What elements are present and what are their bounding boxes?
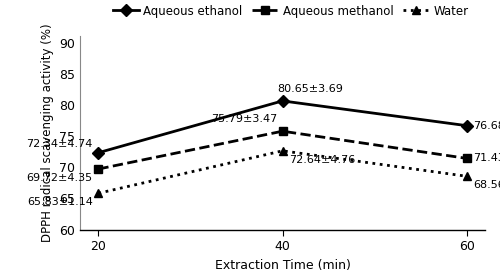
Water: [96, 192, 102, 195]
Text: 68.56±1.18: 68.56±1.18: [474, 180, 500, 190]
Text: 76.68±2.02: 76.68±2.02: [474, 121, 500, 131]
Aqueous methanol: [280, 130, 285, 133]
Text: 71.43±1.89: 71.43±1.89: [474, 153, 500, 163]
X-axis label: Extraction Time (min): Extraction Time (min): [214, 258, 350, 272]
Text: 72.34±4.74: 72.34±4.74: [26, 139, 93, 148]
Legend: Aqueous ethanol, Aqueous methanol, Water: Aqueous ethanol, Aqueous methanol, Water: [108, 0, 474, 22]
Y-axis label: DPPH radical scavenging activity (%): DPPH radical scavenging activity (%): [40, 24, 54, 242]
Aqueous ethanol: [280, 99, 285, 102]
Text: 80.65±3.69: 80.65±3.69: [277, 84, 343, 94]
Line: Water: Water: [94, 147, 471, 197]
Water: [464, 174, 469, 178]
Text: 75.79±3.47: 75.79±3.47: [210, 114, 277, 124]
Aqueous methanol: [464, 157, 469, 160]
Aqueous ethanol: [464, 124, 469, 127]
Line: Aqueous ethanol: Aqueous ethanol: [94, 97, 471, 157]
Text: 69.72±4.35: 69.72±4.35: [26, 173, 93, 183]
Line: Aqueous methanol: Aqueous methanol: [94, 127, 471, 173]
Text: 72.64±4.76: 72.64±4.76: [290, 155, 356, 165]
Aqueous methanol: [96, 167, 102, 171]
Water: [280, 149, 285, 153]
Aqueous ethanol: [96, 151, 102, 154]
Text: 65.83±1.14: 65.83±1.14: [27, 197, 93, 207]
